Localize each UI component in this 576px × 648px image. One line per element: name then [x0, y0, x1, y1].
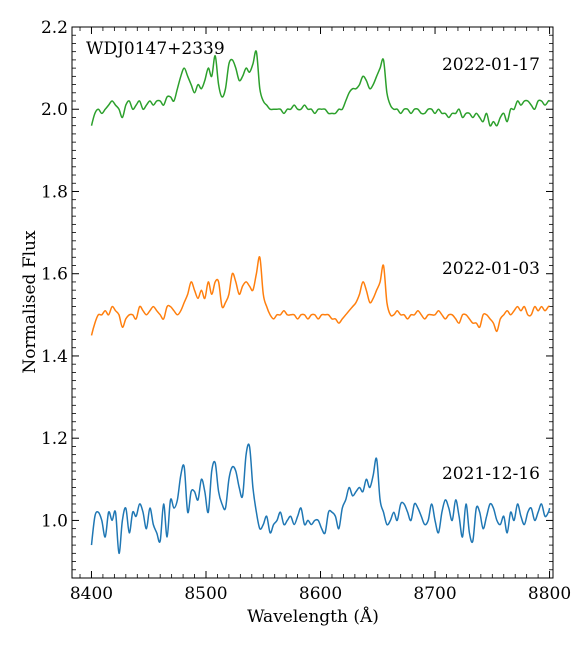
x-axis: 8400 8500 8600 8700 8800	[70, 27, 571, 604]
series-line-2021-12-16	[90, 443, 551, 555]
y-tick-label: 1.6	[41, 265, 68, 285]
annotation-2022-01-17: 2022-01-17	[442, 55, 540, 75]
x-tick-label: 8800	[528, 584, 571, 604]
series-line-2022-01-17	[90, 50, 551, 127]
plot-frame	[71, 26, 554, 579]
y-tick-label: 2.2	[41, 18, 68, 38]
x-axis-title: Wavelength (Å)	[247, 606, 379, 627]
x-tick-label: 8400	[70, 584, 113, 604]
series-layer	[90, 50, 551, 555]
y-axis-title: Normalised Flux	[20, 230, 40, 374]
y-tick-label: 1.0	[41, 511, 68, 531]
y-tick-label: 1.8	[41, 182, 68, 202]
series-line-2022-01-03	[90, 256, 551, 336]
x-tick-label: 8500	[184, 584, 227, 604]
x-tick-label: 8600	[299, 584, 342, 604]
y-tick-label: 1.2	[41, 429, 68, 449]
y-tick-label: 2.0	[41, 100, 68, 120]
object-label: WDJ0147+2339	[86, 39, 225, 59]
x-tick-label: 8700	[413, 584, 456, 604]
annotation-2021-12-16: 2021-12-16	[442, 464, 540, 484]
annotation-2022-01-03: 2022-01-03	[442, 259, 540, 279]
y-tick-label: 1.4	[41, 347, 68, 367]
y-axis: 1.0 1.2 1.4 1.6 1.8 2.0 2.2	[41, 18, 553, 579]
